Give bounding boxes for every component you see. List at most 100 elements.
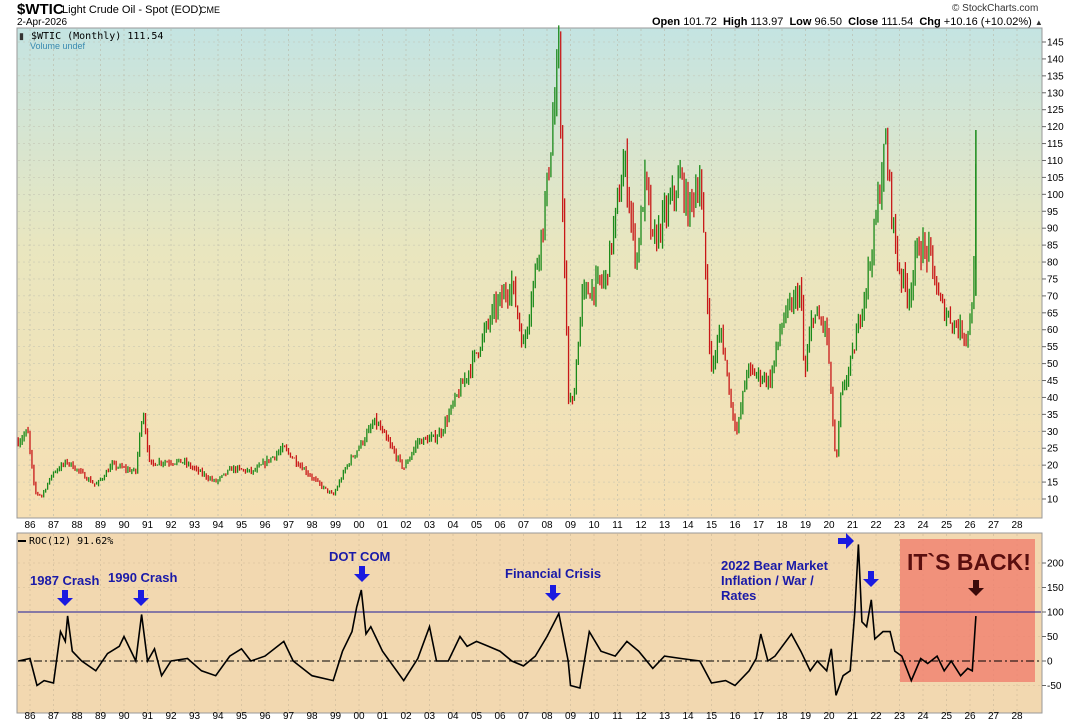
x-tick-label-bottom: 11 [612, 711, 623, 720]
x-tick-label-top: 89 [95, 520, 107, 531]
x-tick-label-top: 08 [541, 520, 553, 531]
x-tick-label-bottom: 01 [377, 711, 389, 720]
roc-y-tick-label: 50 [1047, 632, 1059, 643]
candle-icon: ▮ [19, 31, 24, 41]
x-tick-label-top: 24 [917, 520, 929, 531]
annotation-dot-com: DOT COM [329, 549, 390, 564]
x-tick-label-bottom: 19 [800, 711, 812, 720]
arrow-right-icon [838, 533, 854, 549]
x-tick-label-bottom: 12 [635, 711, 647, 720]
price-y-tick-label: 55 [1047, 342, 1059, 353]
price-y-tick-label: 35 [1047, 410, 1059, 421]
x-tick-label-bottom: 92 [165, 711, 177, 720]
ohlc-readout: Open 101.72 High 113.97 Low 96.50 Close … [652, 16, 1043, 28]
credit: © StockCharts.com [952, 3, 1039, 14]
x-tick-label-bottom: 00 [353, 711, 365, 720]
x-tick-label-top: 92 [165, 520, 177, 531]
price-y-tick-label: 135 [1047, 71, 1064, 82]
x-tick-label-top: 17 [753, 520, 765, 531]
annotation-2022-line3: Rates [721, 588, 756, 603]
instrument-name: Light Crude Oil - Spot (EOD) [62, 4, 202, 16]
x-tick-label-bottom: 23 [894, 711, 906, 720]
x-tick-label-top: 19 [800, 520, 812, 531]
x-tick-label-top: 15 [706, 520, 718, 531]
x-tick-label-bottom: 16 [729, 711, 741, 720]
x-tick-label-top: 22 [870, 520, 882, 531]
x-tick-label-top: 88 [71, 520, 83, 531]
x-tick-label-bottom: 96 [259, 711, 271, 720]
x-tick-label-bottom: 24 [917, 711, 929, 720]
x-tick-label-bottom: 17 [753, 711, 765, 720]
price-y-tick-label: 70 [1047, 291, 1059, 302]
x-tick-label-top: 03 [424, 520, 436, 531]
x-tick-label-top: 26 [964, 520, 976, 531]
open-value: 101.72 [683, 16, 717, 28]
x-tick-label-bottom: 97 [283, 711, 295, 720]
x-tick-label-bottom: 28 [1011, 711, 1023, 720]
x-tick-label-bottom: 07 [518, 711, 530, 720]
x-tick-label-top: 07 [518, 520, 530, 531]
x-tick-label-bottom: 93 [189, 711, 201, 720]
price-y-tick-label: 115 [1047, 139, 1063, 150]
x-tick-label-top: 00 [353, 520, 365, 531]
roc-y-tick-label: -50 [1047, 681, 1062, 692]
symbol: $WTIC [17, 1, 64, 18]
x-tick-label-top: 11 [612, 520, 623, 531]
arrow-down-icon [545, 585, 561, 601]
x-tick-label-bottom: 14 [682, 711, 694, 720]
x-tick-label-bottom: 26 [964, 711, 976, 720]
annotation-1987-crash: 1987 Crash [30, 573, 99, 588]
x-tick-label-bottom: 15 [706, 711, 718, 720]
x-tick-label-top: 99 [330, 520, 342, 531]
low-label: Low [789, 16, 812, 28]
x-tick-label-top: 86 [24, 520, 36, 531]
x-tick-label-top: 90 [118, 520, 130, 531]
x-tick-label-bottom: 95 [236, 711, 248, 720]
up-triangle-icon: ▲ [1034, 18, 1043, 27]
x-tick-label-bottom: 94 [212, 711, 224, 720]
price-y-tick-label: 90 [1047, 224, 1059, 235]
price-y-tick-label: 145 [1047, 38, 1064, 49]
x-tick-label-top: 28 [1011, 520, 1023, 531]
high-value: 113.97 [750, 16, 784, 28]
price-y-tick-label: 120 [1047, 122, 1064, 133]
volume-legend: Volume undef [30, 41, 86, 51]
x-tick-label-top: 27 [988, 520, 1000, 531]
arrow-down-icon [863, 571, 879, 587]
roc-legend: ROC(12) 91.62% [29, 536, 113, 547]
price-y-tick-label: 80 [1047, 258, 1059, 269]
x-tick-label-top: 05 [471, 520, 483, 531]
price-y-tick-label: 60 [1047, 325, 1059, 336]
x-tick-label-bottom: 02 [400, 711, 412, 720]
x-tick-label-top: 01 [377, 520, 389, 531]
x-tick-label-bottom: 20 [823, 711, 835, 720]
price-y-tick-label: 105 [1047, 173, 1064, 184]
price-y-tick-label: 75 [1047, 274, 1059, 285]
x-tick-label-top: 09 [565, 520, 577, 531]
arrow-down-icon [968, 580, 984, 596]
x-tick-label-bottom: 87 [48, 711, 60, 720]
chart-date: 2-Apr-2026 [17, 17, 68, 28]
x-tick-label-top: 23 [894, 520, 906, 531]
x-tick-label-bottom: 90 [118, 711, 130, 720]
x-tick-label-bottom: 22 [870, 711, 882, 720]
x-tick-label-top: 97 [283, 520, 295, 531]
x-tick-label-bottom: 06 [494, 711, 506, 720]
x-tick-label-top: 13 [659, 520, 671, 531]
arrow-down-icon [133, 590, 149, 606]
x-tick-label-bottom: 03 [424, 711, 436, 720]
price-y-tick-label: 50 [1047, 359, 1059, 370]
price-y-tick-label: 130 [1047, 88, 1064, 99]
x-tick-label-bottom: 88 [71, 711, 83, 720]
price-y-tick-label: 65 [1047, 308, 1059, 319]
highlight-box [900, 539, 1035, 682]
arrow-down-icon [57, 590, 73, 606]
x-tick-label-bottom: 05 [471, 711, 483, 720]
x-tick-label-top: 91 [142, 520, 154, 531]
x-tick-label-bottom: 99 [330, 711, 342, 720]
x-tick-label-bottom: 27 [988, 711, 1000, 720]
x-tick-label-bottom: 09 [565, 711, 577, 720]
price-y-tick-label: 125 [1047, 105, 1064, 116]
